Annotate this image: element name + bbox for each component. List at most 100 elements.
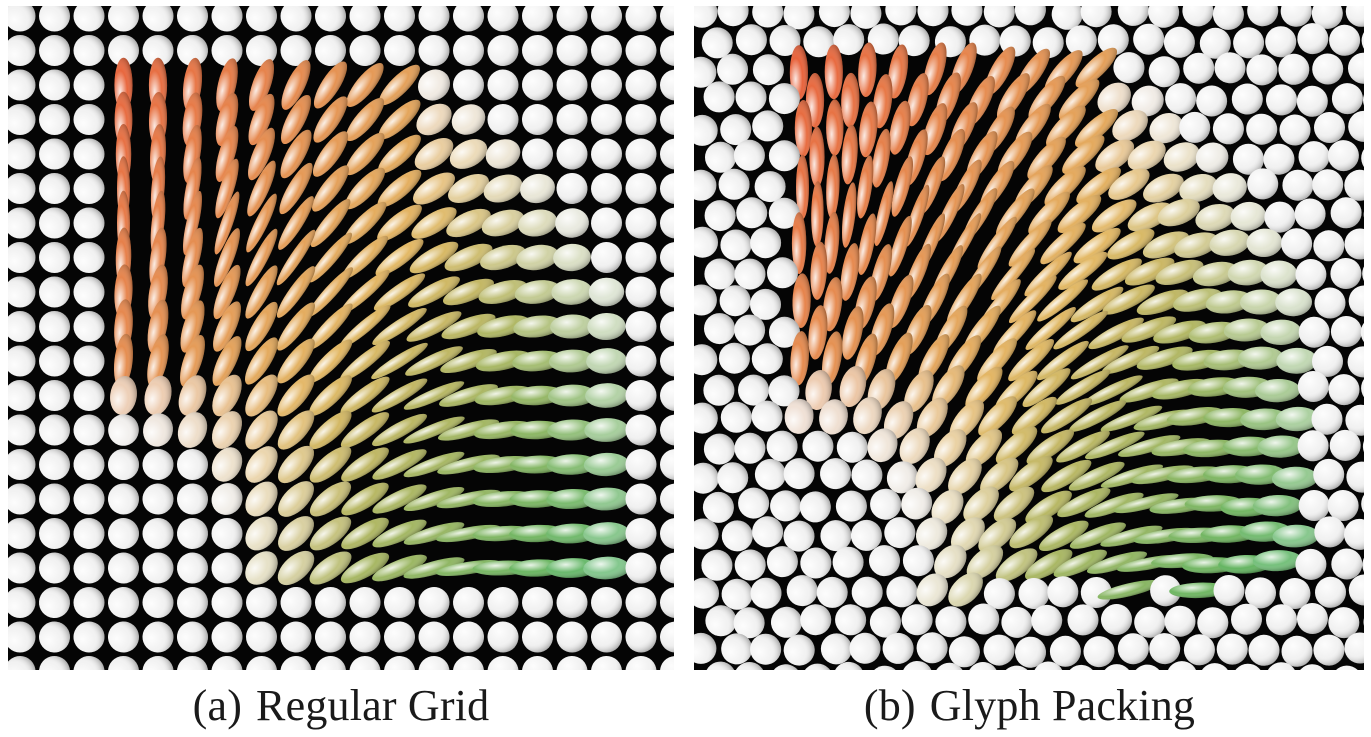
grid-glyph xyxy=(556,656,588,670)
grid-glyph xyxy=(308,339,353,383)
grid-glyph xyxy=(39,138,70,170)
packed-glyph xyxy=(783,6,815,30)
packed-glyph xyxy=(792,273,811,328)
grid-glyph xyxy=(441,313,496,340)
grid-glyph xyxy=(245,551,278,585)
grid-glyph xyxy=(625,552,657,584)
packed-glyph xyxy=(1233,27,1265,59)
grid-glyph xyxy=(625,345,657,377)
packed-glyph xyxy=(1107,228,1155,260)
packed-glyph xyxy=(794,100,813,157)
grid-glyph xyxy=(39,483,70,515)
grid-glyph xyxy=(372,413,427,447)
packed-glyph xyxy=(766,546,798,578)
grid-glyph xyxy=(403,381,465,410)
grid-glyph xyxy=(340,552,390,584)
packed-glyph xyxy=(1348,285,1364,317)
regular-grid-panel xyxy=(8,6,674,670)
packed-glyph xyxy=(1055,369,1111,405)
packed-glyph xyxy=(915,457,947,493)
grid-glyph xyxy=(246,6,277,32)
packed-glyph xyxy=(751,400,783,432)
packed-glyph xyxy=(1025,490,1072,524)
packed-glyph xyxy=(1069,522,1126,549)
packed-glyph xyxy=(1263,143,1295,175)
caption-a-tag: (a) xyxy=(192,681,243,730)
packed-glyph xyxy=(789,45,809,100)
grid-glyph xyxy=(108,483,139,515)
packed-glyph xyxy=(1330,316,1362,347)
grid-glyph xyxy=(625,380,657,411)
packed-glyph xyxy=(1282,169,1314,201)
grid-glyph xyxy=(349,587,381,618)
packed-glyph xyxy=(993,486,1035,522)
packed-glyph xyxy=(1053,310,1108,350)
grid-glyph xyxy=(73,207,105,239)
grid-glyph xyxy=(625,414,657,446)
packed-glyph xyxy=(867,428,898,463)
packed-glyph xyxy=(1155,259,1204,286)
grid-glyph xyxy=(39,242,70,273)
grid-glyph xyxy=(310,198,351,248)
grid-glyph xyxy=(520,173,555,204)
grid-glyph xyxy=(315,656,346,670)
grid-glyph xyxy=(245,516,278,551)
grid-glyph xyxy=(591,242,622,273)
packed-glyph xyxy=(931,489,964,525)
grid-glyph xyxy=(556,104,588,135)
grid-glyph xyxy=(349,621,381,653)
packed-glyph xyxy=(1088,317,1144,350)
packed-glyph xyxy=(1330,197,1362,229)
packed-glyph xyxy=(1108,168,1150,200)
grid-glyph xyxy=(446,208,491,238)
grid-glyph xyxy=(178,375,207,416)
packed-glyph xyxy=(1347,346,1364,378)
grid-glyph xyxy=(246,621,277,653)
packed-glyph xyxy=(820,633,852,665)
packed-glyph xyxy=(933,429,967,467)
packed-glyph xyxy=(1266,84,1297,116)
packed-glyph xyxy=(1024,251,1072,297)
packed-glyph xyxy=(1214,52,1246,84)
grid-glyph xyxy=(73,69,105,101)
packed-glyph xyxy=(1148,6,1180,28)
grid-glyph xyxy=(546,454,598,475)
packed-glyph xyxy=(1041,398,1093,434)
packed-glyph xyxy=(1112,109,1148,142)
packed-glyph xyxy=(858,42,877,98)
packed-glyph xyxy=(783,458,815,490)
packed-glyph xyxy=(983,634,1015,666)
packed-glyph xyxy=(1314,287,1346,319)
packed-glyph xyxy=(1276,347,1318,374)
grid-glyph xyxy=(73,6,105,32)
packed-glyph xyxy=(1361,142,1364,174)
packed-glyph xyxy=(851,459,883,491)
grid-glyph xyxy=(556,621,588,653)
packed-glyph xyxy=(704,661,736,670)
packed-glyph xyxy=(1113,52,1145,84)
packed-glyph xyxy=(752,6,784,28)
grid-glyph xyxy=(341,482,389,516)
grid-glyph xyxy=(583,487,630,511)
grid-glyph xyxy=(436,489,501,509)
packed-glyph xyxy=(783,520,815,552)
grid-glyph xyxy=(39,587,70,618)
packed-glyph xyxy=(1136,346,1193,370)
grid-glyph xyxy=(439,384,498,407)
packed-glyph xyxy=(977,338,1017,383)
grid-glyph xyxy=(660,380,674,411)
grid-glyph xyxy=(625,483,657,515)
grid-glyph xyxy=(39,311,70,342)
grid-glyph xyxy=(372,449,427,480)
grid-glyph xyxy=(39,69,70,101)
packed-glyph xyxy=(1082,375,1143,407)
packed-glyph xyxy=(1192,261,1239,287)
packed-glyph xyxy=(1272,524,1320,548)
grid-glyph xyxy=(277,302,315,351)
grid-glyph xyxy=(588,277,625,307)
grid-glyph xyxy=(212,336,242,386)
grid-glyph xyxy=(481,209,525,237)
packed-glyph xyxy=(951,6,983,26)
grid-glyph xyxy=(546,488,598,510)
packed-glyph xyxy=(824,211,840,274)
